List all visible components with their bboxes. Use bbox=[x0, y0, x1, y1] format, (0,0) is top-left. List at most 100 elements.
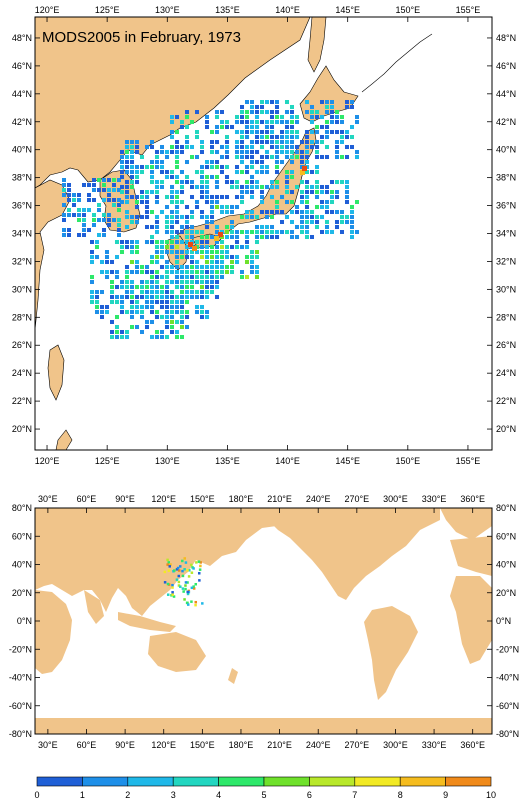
observation-cell bbox=[175, 260, 179, 264]
observation-cell bbox=[265, 230, 269, 234]
top-map-lon-ticks: 120°E 120°E 125°E 125°E 130°E 130°E 135°E 135°E… bbox=[35, 5, 481, 466]
observation-cell bbox=[275, 205, 279, 209]
observation-cell bbox=[195, 170, 199, 174]
observation-cell bbox=[315, 180, 319, 184]
observation-cell bbox=[160, 335, 164, 339]
observation-cell bbox=[325, 230, 329, 234]
observation-cell bbox=[245, 155, 249, 159]
observation-cell bbox=[305, 205, 309, 209]
observation-cell bbox=[335, 115, 339, 119]
observation-cell bbox=[175, 175, 179, 179]
observation-cell bbox=[240, 115, 244, 119]
observation-cell bbox=[320, 185, 324, 189]
observation-cell bbox=[135, 250, 139, 254]
observation-cell bbox=[250, 210, 254, 214]
observation-cell bbox=[225, 250, 229, 254]
observation-cell bbox=[195, 280, 199, 284]
observation-cell bbox=[240, 110, 244, 114]
observation-cell bbox=[160, 305, 164, 309]
observation-cell bbox=[175, 330, 179, 334]
observation-cell bbox=[62, 193, 66, 197]
observation-cell bbox=[67, 213, 71, 217]
observation-cell bbox=[255, 235, 259, 239]
observation-cell bbox=[175, 275, 179, 279]
observation-cell bbox=[255, 120, 259, 124]
observation-cell bbox=[200, 235, 204, 239]
observation-cell bbox=[145, 195, 149, 199]
observation-cell bbox=[305, 225, 309, 229]
observation-cell bbox=[205, 315, 209, 319]
observation-cell bbox=[300, 200, 304, 204]
observation-cell bbox=[190, 145, 194, 149]
lat-tick-label-left: 0°N bbox=[17, 616, 32, 626]
lat-tick-label-right: -20°N bbox=[496, 644, 519, 654]
observation-cell bbox=[155, 165, 159, 169]
observation-cell bbox=[117, 228, 121, 232]
bottom-map-lon-ticks: 30°E 30°E 60°E 60°E 90°E 90°E 120°E 120°E 150°E 1… bbox=[38, 494, 485, 750]
observation-cell bbox=[170, 305, 174, 309]
observation-cell bbox=[210, 140, 214, 144]
observation-cell bbox=[265, 130, 269, 134]
observation-cell bbox=[210, 145, 214, 149]
observation-cell bbox=[190, 563, 193, 567]
observation-cell bbox=[175, 250, 179, 254]
observation-cell bbox=[285, 200, 289, 204]
observation-cell bbox=[140, 200, 144, 204]
observation-cell bbox=[130, 155, 134, 159]
observation-cell bbox=[155, 275, 159, 279]
lat-tick-label-left: 26°N bbox=[12, 340, 32, 350]
observation-cell bbox=[285, 145, 289, 149]
observation-cell bbox=[335, 225, 339, 229]
observation-cell bbox=[72, 213, 76, 217]
observation-cell bbox=[195, 110, 199, 114]
observation-cell bbox=[290, 115, 294, 119]
observation-cell bbox=[125, 295, 129, 299]
indonesia bbox=[118, 612, 176, 632]
colorbar-swatch bbox=[354, 776, 401, 787]
observation-cell bbox=[300, 220, 304, 224]
observation-cell bbox=[167, 561, 170, 564]
observation-cell bbox=[210, 285, 214, 289]
observation-cell bbox=[180, 280, 184, 284]
observation-cell bbox=[315, 170, 319, 174]
observation-cell bbox=[180, 300, 184, 304]
observation-cell bbox=[175, 280, 179, 284]
observation-cell bbox=[230, 205, 234, 209]
observation-cell bbox=[199, 561, 202, 564]
observation-cell bbox=[320, 125, 324, 129]
observation-cell bbox=[125, 290, 129, 294]
observation-cell bbox=[340, 155, 344, 159]
observation-cell bbox=[240, 150, 244, 154]
observation-cell bbox=[110, 295, 114, 299]
observation-cell bbox=[62, 203, 66, 207]
observation-cell bbox=[120, 245, 124, 249]
observation-cell bbox=[177, 584, 181, 587]
observation-cell bbox=[186, 590, 189, 594]
observation-cell bbox=[125, 165, 129, 169]
observation-cell bbox=[62, 183, 66, 187]
observation-cell bbox=[295, 235, 299, 239]
observation-cell bbox=[325, 210, 329, 214]
observation-cell bbox=[185, 220, 189, 224]
observation-cell bbox=[330, 100, 334, 104]
observation-cell bbox=[340, 135, 344, 139]
observation-cell bbox=[155, 295, 159, 299]
observation-cell bbox=[290, 140, 294, 144]
observation-cell bbox=[230, 125, 234, 129]
observation-cell bbox=[220, 170, 224, 174]
observation-cell bbox=[190, 210, 194, 214]
colorbar-label: 4 bbox=[216, 790, 221, 800]
observation-cell bbox=[200, 250, 204, 254]
colorbar-labels: 0 1 2 3 4 5 6 7 8 9 10 bbox=[34, 790, 496, 800]
observation-cell bbox=[87, 228, 91, 232]
observation-cell bbox=[230, 180, 234, 184]
lat-tick-label-right: -60°N bbox=[496, 701, 519, 711]
observation-cell bbox=[150, 140, 154, 144]
observation-cell bbox=[195, 135, 199, 139]
observation-cell bbox=[140, 195, 144, 199]
observation-cell bbox=[265, 170, 269, 174]
observation-cell bbox=[87, 198, 91, 202]
observation-cell bbox=[175, 265, 179, 269]
observation-cell bbox=[210, 280, 214, 284]
observation-cell bbox=[125, 330, 129, 334]
